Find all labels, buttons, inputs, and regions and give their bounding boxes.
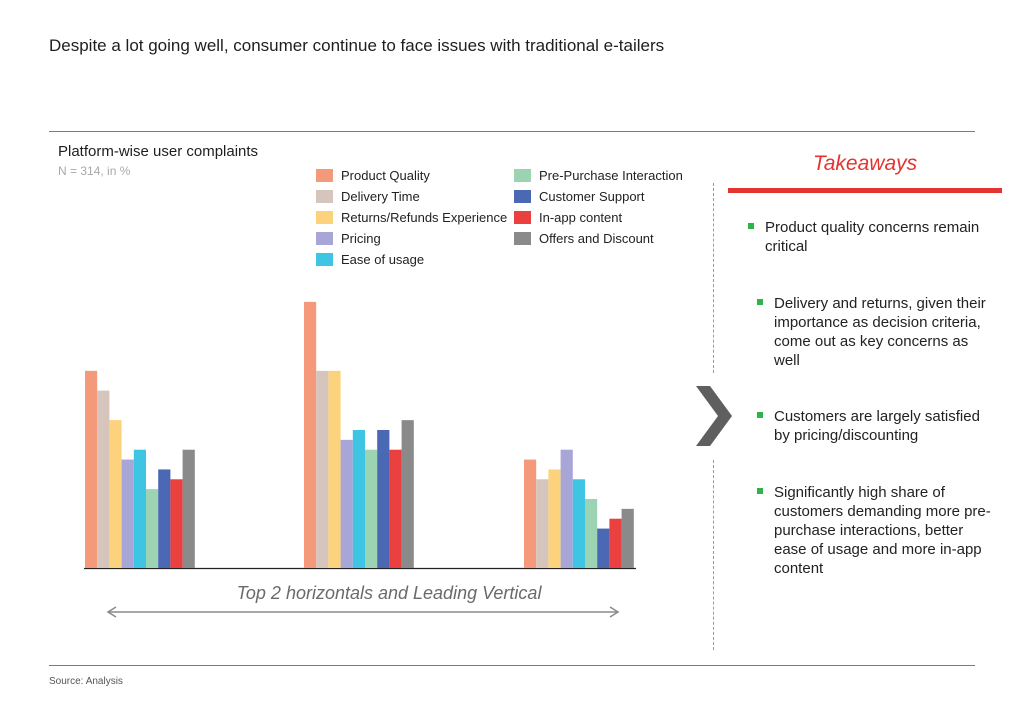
legend-label: Pre-Purchase Interaction <box>539 168 683 183</box>
bar <box>560 449 573 568</box>
legend-label: In-app content <box>539 210 623 225</box>
bullet-icon <box>757 299 763 305</box>
legend-label: Returns/Refunds Experience <box>341 210 508 225</box>
chevron-right-icon <box>696 386 732 446</box>
legend-item: Product Quality <box>316 168 430 183</box>
legend-item: Pre-Purchase Interaction <box>514 168 683 183</box>
bar <box>548 469 561 568</box>
legend-item: Ease of usage <box>316 252 424 267</box>
bullet-icon <box>757 488 763 494</box>
bar <box>170 479 183 568</box>
chart-legend: Product Quality Delivery Time Returns/Refu… <box>316 168 716 278</box>
chart-subtitle: N = 314, in % <box>58 164 131 178</box>
bar <box>121 459 134 568</box>
bar <box>304 301 317 568</box>
legend-swatch <box>316 253 333 266</box>
legend-item: Returns/Refunds Experience <box>316 210 507 225</box>
takeaway-text: Product quality concerns remain critical <box>765 219 980 255</box>
legend-label: Ease of usage <box>341 252 425 267</box>
takeaway-text: Significantly high share of customers de… <box>774 484 991 577</box>
bar <box>352 430 365 568</box>
x-axis-label: Top 2 horizontals and Leading Vertical <box>237 583 543 603</box>
bar <box>377 430 390 568</box>
arrow-head-icon <box>106 606 117 618</box>
legend-swatch <box>316 190 333 203</box>
top-divider <box>49 131 975 132</box>
dashed-divider-upper <box>713 183 714 373</box>
bar <box>572 479 585 568</box>
page-headline: Despite a lot going well, consumer conti… <box>49 36 665 55</box>
bullet-icon <box>748 223 754 229</box>
legend-label: Delivery Time <box>341 189 420 204</box>
bar <box>316 370 329 568</box>
bar <box>609 518 622 568</box>
takeaway-item: Customers are largely satisfied by prici… <box>757 407 996 445</box>
takeaway-text: Customers are largely satisfied by prici… <box>774 408 980 444</box>
bar <box>97 390 110 568</box>
takeaway-item: Delivery and returns, given their import… <box>757 294 996 370</box>
legend-item: Delivery Time <box>316 189 420 204</box>
bar <box>389 449 402 568</box>
bar <box>109 420 122 568</box>
legend-swatch <box>514 211 531 224</box>
legend-item: Customer Support <box>514 189 645 204</box>
bar <box>85 370 98 568</box>
bar <box>133 449 146 568</box>
legend-swatch <box>514 190 531 203</box>
bar <box>146 489 159 568</box>
legend-swatch <box>514 169 531 182</box>
takeaways-underline <box>728 188 1002 193</box>
bar <box>340 439 353 568</box>
legend-swatch <box>316 232 333 245</box>
bullet-icon <box>757 412 763 418</box>
bottom-divider <box>49 665 975 666</box>
bar <box>536 479 549 568</box>
bar <box>401 420 414 568</box>
arrow-head-icon <box>609 606 620 618</box>
bar <box>328 370 341 568</box>
source-note: Source: Analysis <box>49 676 123 687</box>
legend-swatch <box>514 232 531 245</box>
takeaway-item: Significantly high share of customers de… <box>757 483 996 578</box>
bar <box>524 459 537 568</box>
bar <box>597 528 610 568</box>
legend-label: Offers and Discount <box>539 231 654 246</box>
chart-title: Platform-wise user complaints <box>58 143 259 160</box>
legend-item: In-app content <box>514 210 622 225</box>
legend-item: Pricing <box>316 231 381 246</box>
bar <box>182 449 195 568</box>
dashed-divider-lower <box>713 460 714 650</box>
takeaway-item: Product quality concerns remain critical <box>748 218 995 256</box>
legend-label: Customer Support <box>539 189 645 204</box>
bar <box>585 499 598 568</box>
legend-swatch <box>316 169 333 182</box>
legend-label: Pricing <box>341 231 381 246</box>
legend-swatch <box>316 211 333 224</box>
takeaway-text: Delivery and returns, given their import… <box>774 295 986 369</box>
bar-chart: Top 2 horizontals and Leading Vertical <box>84 301 636 618</box>
takeaways-title: Takeaways <box>812 152 918 175</box>
bar <box>158 469 171 568</box>
legend-label: Product Quality <box>341 168 430 183</box>
bar <box>365 449 378 568</box>
legend-item: Offers and Discount <box>514 231 654 246</box>
bar <box>621 508 634 568</box>
